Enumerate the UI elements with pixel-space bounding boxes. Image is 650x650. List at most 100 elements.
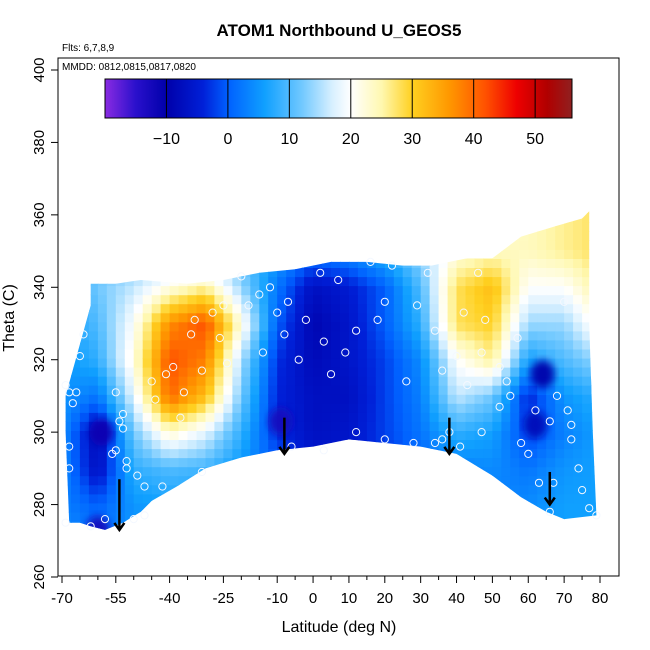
heatmap-cell bbox=[420, 475, 431, 486]
observation-marker bbox=[560, 297, 569, 306]
observation-marker bbox=[301, 315, 310, 324]
heatmap-cell bbox=[528, 267, 538, 278]
heatmap-cell bbox=[537, 448, 547, 459]
observation-marker bbox=[352, 428, 361, 437]
heatmap-cell bbox=[411, 493, 422, 504]
heatmap-cell bbox=[358, 530, 368, 540]
heatmap-cell bbox=[537, 502, 547, 513]
observation-marker bbox=[352, 326, 361, 335]
heatmap-cell bbox=[214, 222, 224, 232]
heatmap-cell bbox=[71, 357, 81, 368]
heatmap-cell bbox=[420, 376, 431, 386]
heatmap-cell bbox=[474, 484, 485, 495]
heatmap-cell bbox=[393, 439, 404, 450]
heatmap-cell bbox=[160, 502, 171, 513]
heatmap-cell bbox=[71, 502, 81, 513]
heatmap-cell bbox=[169, 303, 180, 314]
heatmap-cell bbox=[322, 231, 332, 241]
heatmap-cell bbox=[483, 520, 493, 530]
heatmap-cell bbox=[537, 339, 547, 350]
heatmap-cell bbox=[259, 249, 269, 259]
heatmap-cell bbox=[259, 385, 269, 395]
heatmap-cell bbox=[573, 539, 583, 549]
heatmap-cell bbox=[546, 240, 556, 250]
heatmap-cell bbox=[393, 403, 404, 413]
heatmap-cell bbox=[438, 439, 449, 450]
heatmap-cell bbox=[357, 285, 368, 296]
heatmap-cell bbox=[268, 403, 278, 413]
heatmap-cell bbox=[546, 511, 556, 522]
heatmap-cell bbox=[169, 475, 180, 486]
heatmap-cell bbox=[393, 330, 404, 341]
heatmap-cell bbox=[97, 412, 108, 422]
heatmap-cell bbox=[474, 439, 485, 450]
heatmap-cell bbox=[169, 348, 180, 359]
heatmap-cell bbox=[205, 267, 216, 278]
heatmap-cell bbox=[304, 276, 314, 287]
heatmap-cell bbox=[555, 267, 565, 278]
heatmap-cell bbox=[214, 394, 224, 404]
heatmap-cell bbox=[88, 312, 99, 323]
heatmap-cell bbox=[79, 376, 90, 386]
heatmap-cell bbox=[357, 357, 368, 368]
heatmap-cell bbox=[510, 339, 520, 350]
heatmap-cell bbox=[357, 213, 368, 223]
heatmap-cell bbox=[357, 520, 368, 530]
heatmap-cell bbox=[340, 195, 350, 205]
heatmap-cell bbox=[124, 231, 135, 241]
heatmap-cell bbox=[393, 367, 404, 377]
heatmap-cell bbox=[97, 367, 108, 377]
heatmap-cell bbox=[295, 330, 305, 341]
heatmap-cell bbox=[483, 330, 493, 341]
heatmap-cell bbox=[241, 457, 251, 468]
heatmap-cell bbox=[304, 222, 314, 232]
heatmap-cell bbox=[375, 466, 386, 477]
heatmap-cell bbox=[295, 285, 305, 296]
heatmap-cell bbox=[411, 285, 422, 296]
heatmap-cell bbox=[448, 539, 458, 549]
heatmap-cell bbox=[501, 276, 511, 287]
heatmap-cell bbox=[79, 258, 90, 268]
heatmap-cell bbox=[384, 213, 395, 223]
heatmap-cell bbox=[348, 249, 359, 259]
heatmap-cell bbox=[196, 267, 207, 278]
heatmap-cell bbox=[223, 530, 233, 540]
heatmap-cell bbox=[591, 357, 597, 368]
heatmap-cell bbox=[420, 211, 431, 214]
heatmap-cell bbox=[250, 249, 260, 259]
heatmap-cell bbox=[71, 240, 81, 250]
heatmap-cell bbox=[384, 439, 395, 450]
heatmap-cell bbox=[403, 195, 413, 205]
heatmap-cell bbox=[384, 276, 395, 287]
heatmap-cell bbox=[214, 511, 224, 522]
heatmap-cell bbox=[573, 213, 583, 223]
arrow-head bbox=[543, 496, 556, 507]
heatmap-cell bbox=[519, 385, 529, 395]
heatmap-cell bbox=[555, 240, 565, 250]
heatmap-cell bbox=[106, 484, 117, 495]
heatmap-cell bbox=[393, 430, 404, 440]
heatmap-cell bbox=[402, 520, 413, 530]
heatmap-cell bbox=[142, 240, 153, 250]
heatmap-cell bbox=[277, 493, 287, 504]
observation-marker bbox=[456, 442, 465, 451]
heatmap-cell bbox=[429, 321, 440, 332]
heatmap-cell bbox=[259, 421, 269, 431]
heatmap-cell bbox=[106, 312, 117, 323]
heatmap-cell bbox=[474, 339, 485, 350]
heatmap-cell bbox=[313, 330, 323, 341]
heatmap-cell bbox=[196, 339, 207, 350]
heatmap-cell bbox=[456, 430, 467, 440]
heatmap-cell bbox=[420, 357, 431, 368]
heatmap-cell bbox=[232, 511, 242, 522]
heatmap-cell bbox=[447, 412, 458, 422]
heatmap-cell bbox=[528, 530, 538, 540]
heatmap-cell bbox=[348, 439, 359, 450]
heatmap-cell bbox=[151, 213, 162, 223]
heatmap-cell bbox=[268, 367, 278, 377]
heatmap-cell bbox=[573, 312, 583, 323]
heatmap-cell bbox=[465, 367, 476, 377]
heatmap-cell bbox=[510, 249, 520, 259]
heatmap-cell bbox=[348, 294, 359, 305]
heatmap-cell bbox=[349, 539, 359, 549]
